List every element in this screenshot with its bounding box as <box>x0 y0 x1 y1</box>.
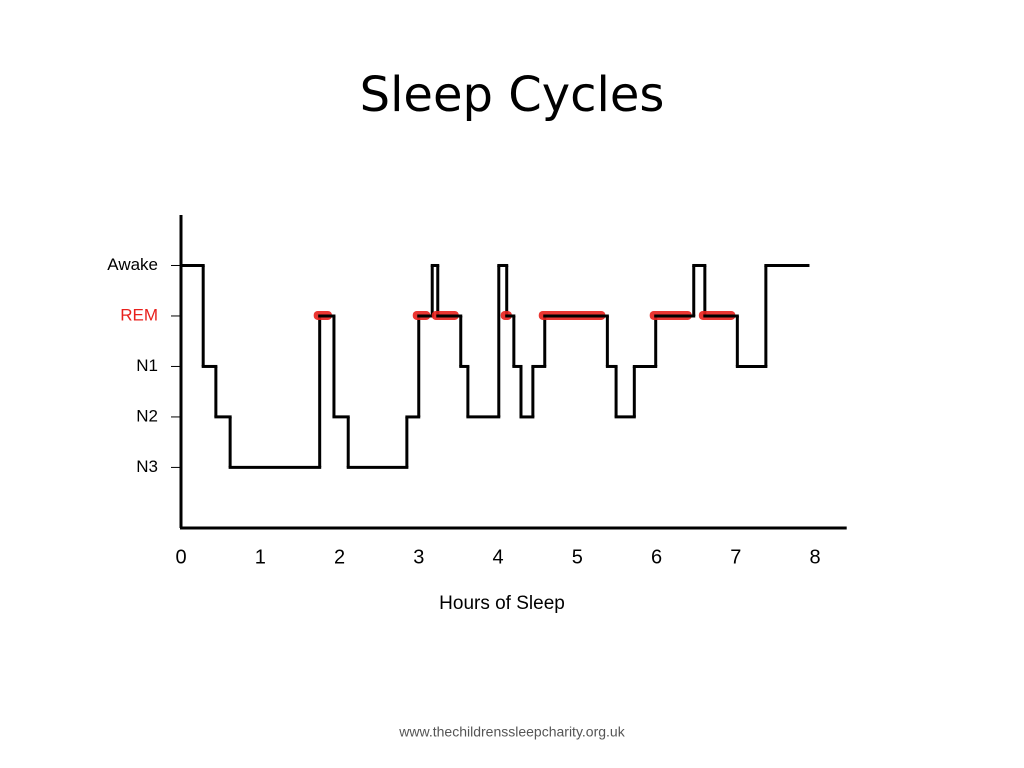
slide-title: Sleep Cycles <box>360 67 665 123</box>
x-tick-label: 5 <box>572 546 583 568</box>
x-tick-label: 7 <box>730 546 741 568</box>
y-tick-label: N1 <box>136 356 158 375</box>
source-footer: www.thechildrenssleepcharity.org.uk <box>398 724 625 740</box>
y-tick-label: N2 <box>136 406 158 425</box>
x-tick-label: 2 <box>334 546 345 568</box>
x-tick-label: 4 <box>492 546 503 568</box>
y-tick-label: Awake <box>107 255 158 274</box>
x-tick-label: 6 <box>651 546 662 568</box>
x-axis-label: Hours of Sleep <box>439 593 565 614</box>
x-tick-label: 8 <box>809 546 820 568</box>
x-tick-label: 1 <box>255 546 266 568</box>
x-tick-label: 0 <box>175 546 186 568</box>
y-tick-label: N3 <box>136 457 158 476</box>
x-tick-label: 3 <box>413 546 424 568</box>
y-tick-label: REM <box>120 305 158 324</box>
